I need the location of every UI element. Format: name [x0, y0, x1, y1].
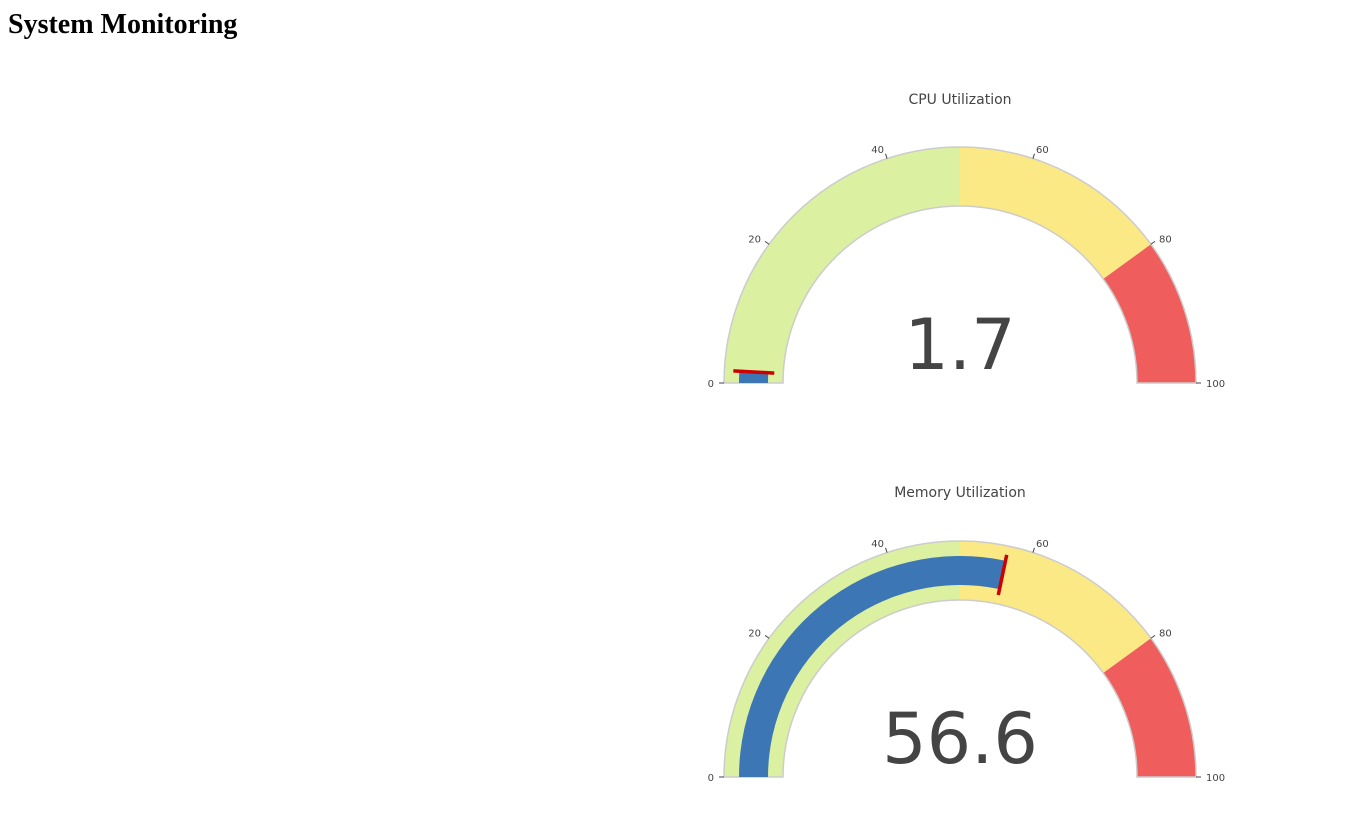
gauge-value-number: 56.6 — [882, 698, 1038, 780]
gauge-title: Memory Utilization — [894, 485, 1026, 501]
gauge-outline — [723, 540, 1197, 778]
gauge-step-1 — [960, 147, 1151, 279]
gauge-tick — [764, 634, 770, 639]
gauge-outline — [723, 146, 1197, 384]
gauge-tick — [1032, 153, 1035, 159]
gauge-1: Memory Utilization 0 20 40 60 80 100 56.6 — [708, 485, 1225, 784]
gauge-tick-label: 60 — [1036, 539, 1049, 550]
gauge-value-number: 1.7 — [904, 304, 1015, 386]
gauge-step-2 — [1103, 638, 1196, 777]
gauge-tick-label: 20 — [748, 234, 761, 245]
gauge-tick — [1150, 634, 1156, 639]
gauge-tick — [885, 547, 888, 553]
gauge-value-bar — [739, 371, 769, 383]
gauge-tick-label: 0 — [708, 379, 714, 390]
gauge-value-bar — [739, 556, 1006, 777]
gauge-step-2 — [1103, 244, 1196, 383]
gauge-tick-label: 100 — [1206, 773, 1225, 784]
gauge-tick-label: 20 — [748, 628, 761, 639]
gauge-title: CPU Utilization — [908, 92, 1011, 108]
gauge-step-1 — [960, 541, 1151, 673]
gauge-step-0 — [724, 541, 960, 777]
gauge-tick-label: 100 — [1206, 379, 1225, 390]
gauge-tick-label: 80 — [1159, 628, 1172, 639]
page-title: System Monitoring — [8, 9, 238, 40]
gauge-tick — [1150, 240, 1156, 245]
gauge-tick — [1032, 547, 1035, 553]
gauge-threshold-line — [996, 554, 1009, 596]
gauge-tick-label: 80 — [1159, 234, 1172, 245]
gauge-tick-label: 0 — [708, 773, 714, 784]
gauge-tick-label: 60 — [1036, 145, 1049, 156]
gauge-threshold-line — [733, 369, 775, 375]
gauge-0: CPU Utilization 0 20 40 60 80 100 1.7 — [708, 92, 1225, 390]
gauge-tick — [764, 240, 770, 245]
gauge-tick-label: 40 — [871, 539, 884, 550]
gauge-tick — [885, 153, 888, 159]
gauge-step-0 — [724, 147, 960, 383]
gauge-tick-label: 40 — [871, 145, 884, 156]
